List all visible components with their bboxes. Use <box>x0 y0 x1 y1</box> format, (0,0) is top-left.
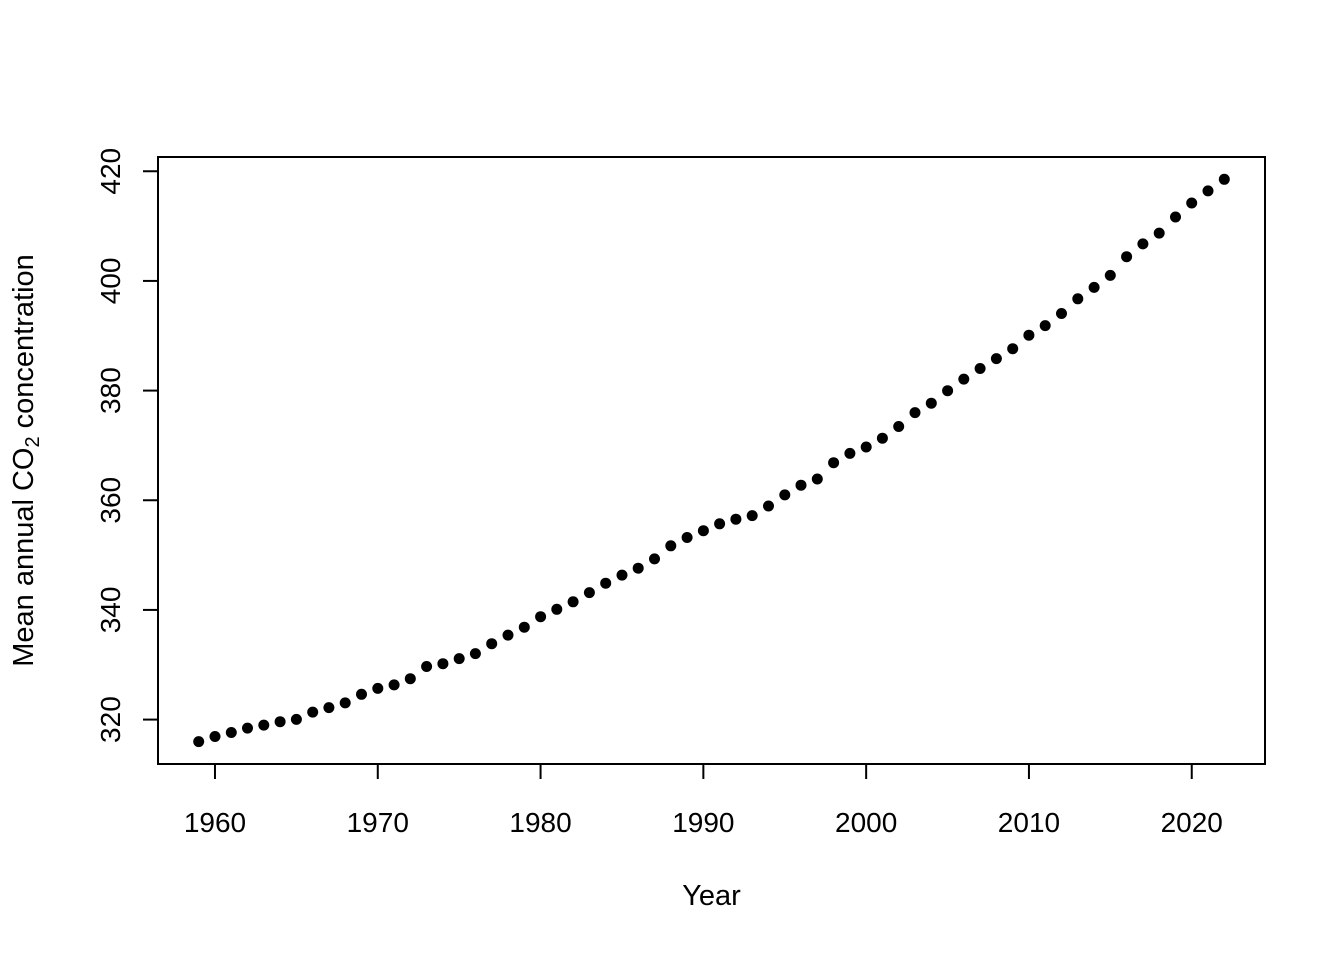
data-point <box>958 373 970 385</box>
data-point <box>290 713 302 725</box>
data-point <box>339 697 351 709</box>
data-point <box>795 479 807 491</box>
data-point <box>1121 251 1133 263</box>
x-tick-label: 1980 <box>509 807 571 838</box>
data-point <box>535 611 547 623</box>
data-point <box>779 489 791 501</box>
data-point <box>1218 173 1230 185</box>
data-point <box>763 500 774 512</box>
data-point <box>209 731 221 742</box>
x-axis-title: Year <box>682 880 741 912</box>
data-point <box>258 719 270 731</box>
data-point <box>437 658 449 670</box>
data-point <box>1056 308 1067 319</box>
data-point <box>681 532 693 543</box>
data-point <box>665 540 677 552</box>
data-point <box>225 727 237 738</box>
data-point <box>1007 343 1019 355</box>
data-point <box>876 432 888 444</box>
data-point <box>600 577 612 589</box>
x-tick-label: 1970 <box>347 807 409 838</box>
data-point <box>942 385 954 397</box>
data-point <box>274 716 286 728</box>
data-point <box>1137 238 1149 250</box>
data-point <box>404 673 416 685</box>
data-point <box>356 688 367 700</box>
data-point <box>649 553 660 565</box>
data-point <box>811 473 823 485</box>
data-point <box>1104 269 1116 281</box>
data-point <box>1088 281 1100 293</box>
data-point <box>828 457 840 469</box>
x-axis: 1960 1970 1980 1990 2000 2010 2020 <box>184 764 1223 838</box>
data-point <box>1202 185 1214 197</box>
data-point <box>616 569 628 581</box>
data-point <box>844 447 856 459</box>
data-point <box>242 722 253 734</box>
data-point <box>925 397 937 409</box>
data-point <box>1072 293 1084 305</box>
data-points <box>193 173 1230 748</box>
data-point <box>388 679 400 691</box>
y-tick-label: 320 <box>95 696 126 743</box>
data-point <box>1186 197 1198 209</box>
data-point <box>697 525 709 537</box>
data-point <box>372 682 384 694</box>
plot-frame <box>157 156 1266 765</box>
data-point <box>1170 211 1181 223</box>
y-axis: 320 340 360 380 400 420 <box>95 148 158 743</box>
data-point <box>323 702 335 714</box>
data-point <box>307 706 319 718</box>
data-point <box>193 736 205 748</box>
data-point <box>567 596 579 608</box>
y-tick-label: 420 <box>95 148 126 195</box>
y-axis-title: Mean annual CO2 concentration <box>8 254 44 667</box>
data-point <box>1153 227 1165 239</box>
y-tick-label: 380 <box>95 367 126 414</box>
data-point <box>714 518 726 530</box>
data-point <box>730 513 742 525</box>
data-point <box>469 648 481 660</box>
data-point <box>453 653 465 665</box>
data-point <box>990 353 1002 365</box>
y-tick-label: 400 <box>95 258 126 305</box>
x-tick-label: 2020 <box>1161 807 1223 838</box>
data-point <box>974 363 986 374</box>
data-point <box>486 638 498 650</box>
data-point <box>1039 320 1051 332</box>
data-point <box>909 407 921 419</box>
data-point <box>421 661 433 672</box>
data-point <box>1023 329 1035 341</box>
y-tick-label: 340 <box>95 587 126 634</box>
x-tick-label: 1990 <box>672 807 734 838</box>
data-point <box>860 441 872 453</box>
data-point <box>518 621 530 633</box>
x-tick-label: 2000 <box>835 807 897 838</box>
data-point <box>583 587 595 599</box>
data-point <box>893 421 905 432</box>
data-point <box>502 629 514 641</box>
x-tick-label: 2010 <box>998 807 1060 838</box>
data-point <box>632 562 644 574</box>
data-point <box>551 603 563 615</box>
x-tick-label: 1960 <box>184 807 246 838</box>
y-tick-label: 360 <box>95 477 126 524</box>
data-point <box>746 510 758 522</box>
